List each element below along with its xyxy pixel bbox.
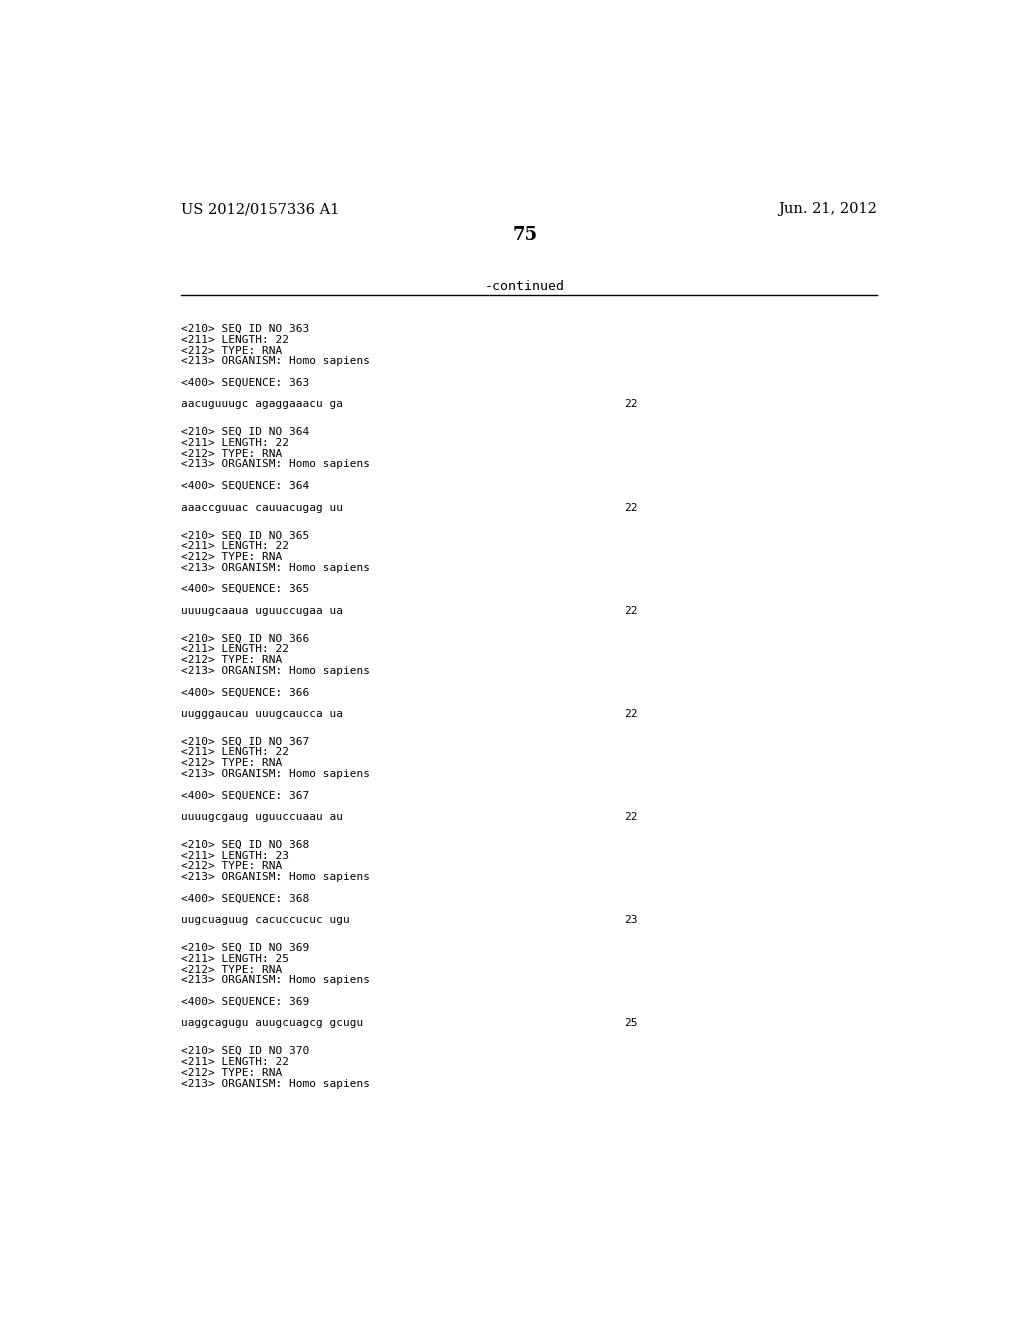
Text: <210> SEQ ID NO 363: <210> SEQ ID NO 363	[180, 323, 309, 334]
Text: <212> TYPE: RNA: <212> TYPE: RNA	[180, 346, 282, 355]
Text: 22: 22	[624, 606, 638, 615]
Text: <213> ORGANISM: Homo sapiens: <213> ORGANISM: Homo sapiens	[180, 356, 370, 366]
Text: <400> SEQUENCE: 365: <400> SEQUENCE: 365	[180, 585, 309, 594]
Text: 22: 22	[624, 503, 638, 512]
Text: aacuguuugc agaggaaacu ga: aacuguuugc agaggaaacu ga	[180, 400, 343, 409]
Text: <210> SEQ ID NO 370: <210> SEQ ID NO 370	[180, 1047, 309, 1056]
Text: <211> LENGTH: 23: <211> LENGTH: 23	[180, 850, 289, 861]
Text: <211> LENGTH: 22: <211> LENGTH: 22	[180, 747, 289, 758]
Text: <213> ORGANISM: Homo sapiens: <213> ORGANISM: Homo sapiens	[180, 562, 370, 573]
Text: uuuugcaaua uguuccugaa ua: uuuugcaaua uguuccugaa ua	[180, 606, 343, 615]
Text: 22: 22	[624, 709, 638, 719]
Text: uugggaucau uuugcaucca ua: uugggaucau uuugcaucca ua	[180, 709, 343, 719]
Text: <212> TYPE: RNA: <212> TYPE: RNA	[180, 552, 282, 562]
Text: <212> TYPE: RNA: <212> TYPE: RNA	[180, 655, 282, 665]
Text: 75: 75	[512, 226, 538, 244]
Text: <211> LENGTH: 22: <211> LENGTH: 22	[180, 1057, 289, 1067]
Text: uaggcagugu auugcuagcg gcugu: uaggcagugu auugcuagcg gcugu	[180, 1019, 362, 1028]
Text: 25: 25	[624, 1019, 638, 1028]
Text: <210> SEQ ID NO 366: <210> SEQ ID NO 366	[180, 634, 309, 643]
Text: <210> SEQ ID NO 369: <210> SEQ ID NO 369	[180, 942, 309, 953]
Text: <400> SEQUENCE: 363: <400> SEQUENCE: 363	[180, 378, 309, 388]
Text: <213> ORGANISM: Homo sapiens: <213> ORGANISM: Homo sapiens	[180, 665, 370, 676]
Text: <400> SEQUENCE: 366: <400> SEQUENCE: 366	[180, 688, 309, 697]
Text: uugcuaguug cacuccucuc ugu: uugcuaguug cacuccucuc ugu	[180, 915, 349, 925]
Text: <213> ORGANISM: Homo sapiens: <213> ORGANISM: Homo sapiens	[180, 1078, 370, 1089]
Text: <211> LENGTH: 22: <211> LENGTH: 22	[180, 335, 289, 345]
Text: <212> TYPE: RNA: <212> TYPE: RNA	[180, 1068, 282, 1077]
Text: <400> SEQUENCE: 369: <400> SEQUENCE: 369	[180, 997, 309, 1007]
Text: uuuugcgaug uguuccuaau au: uuuugcgaug uguuccuaau au	[180, 812, 343, 822]
Text: 22: 22	[624, 812, 638, 822]
Text: <213> ORGANISM: Homo sapiens: <213> ORGANISM: Homo sapiens	[180, 873, 370, 882]
Text: <211> LENGTH: 22: <211> LENGTH: 22	[180, 644, 289, 655]
Text: <211> LENGTH: 22: <211> LENGTH: 22	[180, 438, 289, 447]
Text: <212> TYPE: RNA: <212> TYPE: RNA	[180, 449, 282, 458]
Text: <213> ORGANISM: Homo sapiens: <213> ORGANISM: Homo sapiens	[180, 770, 370, 779]
Text: aaaccguuac cauuacugag uu: aaaccguuac cauuacugag uu	[180, 503, 343, 512]
Text: Jun. 21, 2012: Jun. 21, 2012	[778, 202, 877, 216]
Text: <210> SEQ ID NO 365: <210> SEQ ID NO 365	[180, 531, 309, 540]
Text: <400> SEQUENCE: 368: <400> SEQUENCE: 368	[180, 894, 309, 904]
Text: 22: 22	[624, 400, 638, 409]
Text: <400> SEQUENCE: 364: <400> SEQUENCE: 364	[180, 480, 309, 491]
Text: <400> SEQUENCE: 367: <400> SEQUENCE: 367	[180, 791, 309, 800]
Text: <211> LENGTH: 22: <211> LENGTH: 22	[180, 541, 289, 550]
Text: <210> SEQ ID NO 364: <210> SEQ ID NO 364	[180, 428, 309, 437]
Text: <212> TYPE: RNA: <212> TYPE: RNA	[180, 862, 282, 871]
Text: <212> TYPE: RNA: <212> TYPE: RNA	[180, 965, 282, 974]
Text: <211> LENGTH: 25: <211> LENGTH: 25	[180, 954, 289, 964]
Text: <210> SEQ ID NO 368: <210> SEQ ID NO 368	[180, 840, 309, 850]
Text: US 2012/0157336 A1: US 2012/0157336 A1	[180, 202, 339, 216]
Text: <212> TYPE: RNA: <212> TYPE: RNA	[180, 758, 282, 768]
Text: -continued: -continued	[484, 280, 565, 293]
Text: <213> ORGANISM: Homo sapiens: <213> ORGANISM: Homo sapiens	[180, 459, 370, 470]
Text: <210> SEQ ID NO 367: <210> SEQ ID NO 367	[180, 737, 309, 747]
Text: 23: 23	[624, 915, 638, 925]
Text: <213> ORGANISM: Homo sapiens: <213> ORGANISM: Homo sapiens	[180, 975, 370, 985]
